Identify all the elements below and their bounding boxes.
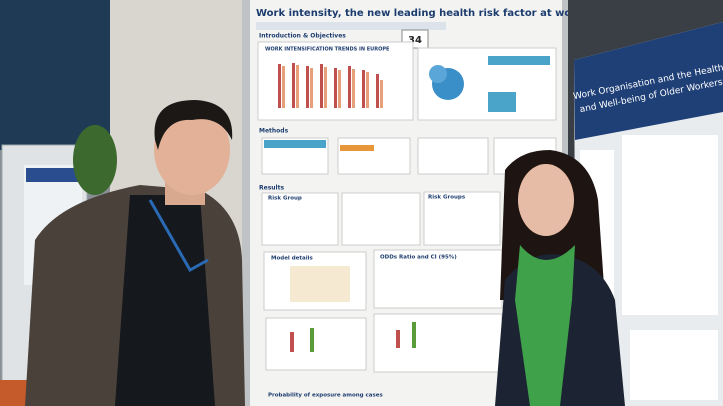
author-line: [256, 22, 446, 30]
bar: [282, 66, 285, 108]
bar: [296, 65, 299, 108]
face: [154, 105, 230, 195]
hair: [154, 100, 233, 150]
bar: [292, 63, 295, 108]
results-panel: [423, 191, 501, 246]
chart-bars: [278, 63, 383, 108]
poster-title: Work intensity, the new leading health r…: [256, 8, 583, 19]
section-heading: Introduction & Objectives: [259, 33, 346, 40]
results-panel: [341, 192, 421, 246]
bar: [334, 68, 337, 108]
results-panel: [373, 313, 503, 373]
bar: [366, 72, 369, 108]
panel-heading: Probability of exposure among cases: [268, 393, 383, 399]
panel-bar: [396, 330, 400, 348]
methods-header: [264, 140, 326, 148]
methods-box: [417, 137, 489, 175]
chart-title: WORK INTENSIFICATION TRENDS IN EUROPE: [265, 47, 390, 53]
bar: [320, 64, 323, 108]
scarf: [515, 245, 575, 406]
objective-box: [488, 56, 550, 65]
panel-heading: Risk Group: [268, 196, 302, 202]
shirt: [115, 195, 215, 406]
bar: [376, 74, 379, 108]
results-panel: [261, 192, 339, 246]
right-column: [622, 135, 718, 315]
bar: [324, 67, 327, 108]
panel-bar: [412, 322, 416, 348]
results-panel: [265, 317, 367, 371]
bar: [352, 69, 355, 108]
panel-bar: [310, 328, 314, 352]
face: [518, 164, 574, 236]
man: [25, 100, 245, 406]
woman: [495, 150, 625, 406]
methods-header: [340, 145, 374, 151]
bar: [306, 66, 309, 108]
diagram-gear: [429, 65, 447, 83]
lanyard: [148, 199, 209, 273]
bar: [380, 80, 383, 108]
plant: [73, 125, 117, 195]
bar: [338, 70, 341, 108]
panel-bar: [290, 332, 294, 352]
side-poster-header: [26, 168, 80, 182]
bar: [278, 64, 281, 108]
right-column: [630, 330, 718, 400]
window: [0, 0, 110, 150]
objective-box: [488, 92, 516, 112]
section-heading: Methods: [259, 128, 289, 135]
panel-heading: ODDs Ratio and CI (95%): [380, 255, 457, 261]
panel-heading: Model details: [271, 256, 313, 262]
panel-heading: Risk Groups: [428, 195, 466, 201]
bar: [310, 68, 313, 108]
board-number: 34: [408, 35, 422, 46]
results-panel: [373, 249, 503, 309]
bar: [362, 70, 365, 108]
right-poster-header: [574, 22, 723, 140]
model-table: [290, 266, 350, 302]
bar: [348, 66, 351, 108]
methods-box: [337, 137, 411, 175]
section-heading: Results: [259, 185, 284, 192]
